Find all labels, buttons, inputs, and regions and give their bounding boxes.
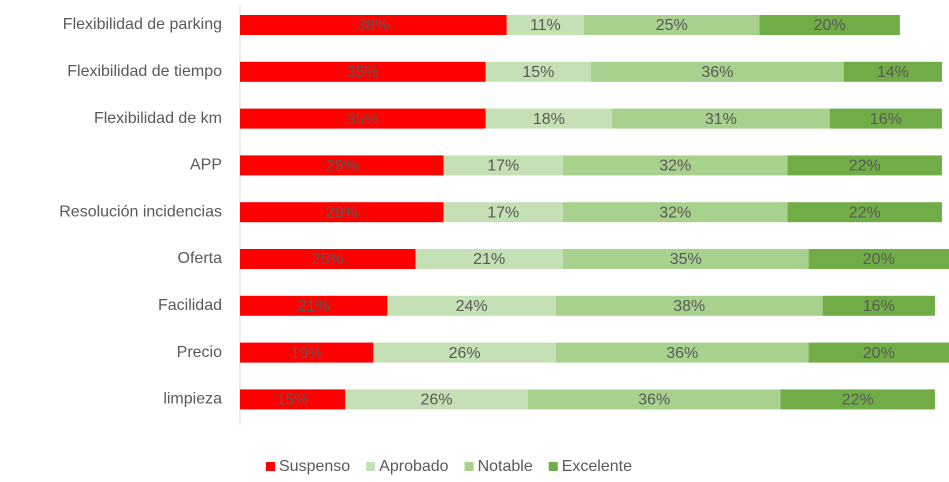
bar-segment [808,342,949,363]
value-label: 24% [456,298,488,315]
bar-segment [240,295,388,316]
bar-segment [822,295,935,316]
value-label: 38% [357,17,389,34]
bar-segment [787,155,942,176]
value-label: 29% [326,204,358,221]
value-label: 20% [814,17,846,34]
bar-segment [780,389,935,410]
category-label: Precio [177,344,222,361]
legend-label: Aprobado [379,458,448,475]
category-label: Resolución incidencias [59,203,222,220]
bar-segment [443,202,563,223]
legend-swatch [464,462,474,471]
bar-segment [562,155,788,176]
value-label: 38% [673,298,705,315]
bar-segment [590,61,844,82]
value-label: 15% [522,64,554,81]
value-label: 22% [842,392,874,409]
bar-segment [240,61,486,82]
bar-segment [527,389,781,410]
value-label: 35% [670,251,702,268]
category-label: Flexibilidad de tiempo [67,63,222,80]
bar-segment [506,15,584,35]
value-label: 17% [487,158,519,175]
bar-segment [555,295,823,316]
bar-segment [240,342,374,363]
legend-swatch [266,462,275,471]
bar-segment [759,15,900,35]
value-label: 20% [863,345,895,362]
value-label: 36% [638,392,670,409]
bar-segment [485,108,613,129]
bar-segment [562,202,788,223]
bar-segment [555,342,809,363]
value-label: 31% [705,111,737,128]
bar-segment [485,61,591,82]
bar-segment [240,249,416,269]
value-label: 16% [870,111,902,128]
value-label: 32% [659,158,691,175]
bar-segment [829,108,942,129]
bar-segment [387,295,556,316]
value-label: 35% [347,64,379,81]
category-label: Facilidad [158,297,222,314]
value-label: 18% [533,111,565,128]
bar-segment [787,202,942,223]
bar-segment [240,15,507,35]
category-label: Oferta [178,250,223,267]
bar-segment [443,155,563,176]
value-label: 36% [666,345,698,362]
value-label: 20% [863,251,895,268]
value-label: 26% [421,392,453,409]
value-label: 32% [659,204,691,221]
value-label: 17% [487,204,519,221]
value-label: 11% [530,17,561,34]
bar-segment [373,342,556,363]
legend-label: Notable [478,458,533,475]
value-label: 25% [312,251,344,268]
value-label: 19% [291,345,323,362]
bar-segment [612,108,830,129]
legend-label: Excelente [562,458,632,475]
value-label: 36% [701,64,733,81]
value-label: 22% [849,204,881,221]
value-label: 29% [326,158,358,175]
legend-swatch [548,462,558,471]
legend-label: Suspenso [279,458,350,475]
bar-segment [240,389,346,410]
category-label: Flexibilidad de km [94,110,222,127]
category-label: Flexibilidad de parking [63,16,222,33]
value-label: 35% [347,111,379,128]
bar-segment [808,249,949,269]
bar-segment [345,389,528,410]
bar-segment [562,249,809,269]
value-label: 16% [863,298,895,315]
bar-segment [240,202,444,223]
bar-segment [240,155,444,176]
bar-segment [843,61,942,82]
category-label: APP [190,157,222,174]
bar-segment [240,108,486,129]
value-label: 21% [473,251,505,268]
value-label: 25% [656,17,688,34]
value-label: 26% [449,345,481,362]
value-label: 22% [849,158,881,175]
value-label: 15% [277,392,309,409]
legend-swatch [366,462,376,471]
bar-segment [415,249,563,269]
value-label: 21% [298,298,330,315]
category-label: limpieza [163,391,222,408]
value-label: 14% [877,64,909,81]
bar-segment [583,15,760,35]
